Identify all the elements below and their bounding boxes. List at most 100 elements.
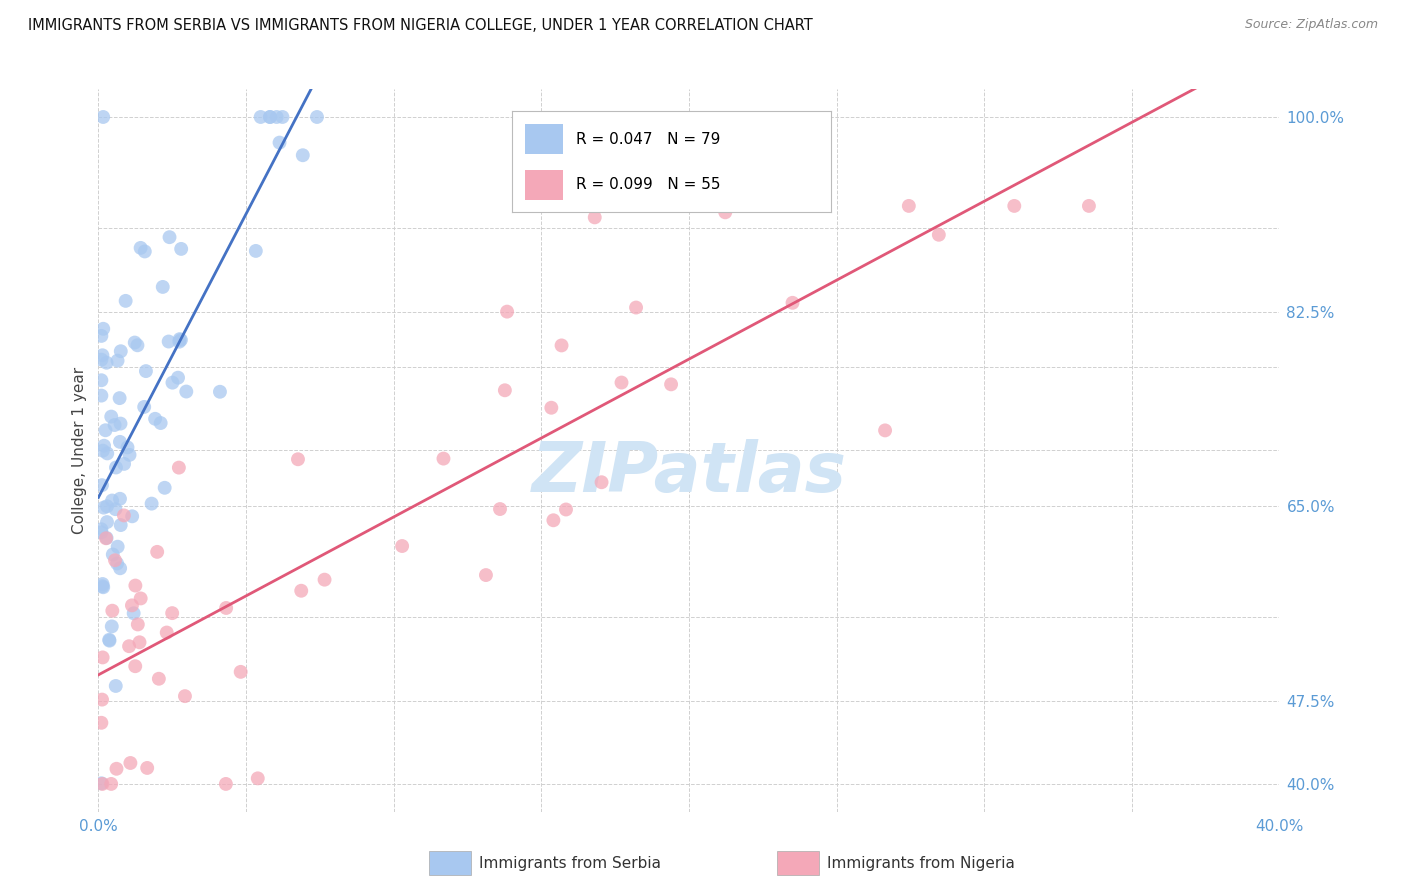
Point (90, 715, 112, 730)
Point (259, 110, 281, 124)
Point (659, 377, 682, 392)
Point (104, 460, 127, 475)
Point (105, 762, 128, 776)
Point (91, 650, 114, 665)
Point (305, 110, 328, 124)
Point (96, 446, 118, 460)
Text: ZIPatlas: ZIPatlas (531, 439, 846, 506)
Point (104, 553, 127, 567)
Point (124, 659, 146, 673)
Point (98, 633, 121, 648)
Point (141, 497, 163, 511)
Point (176, 384, 198, 399)
Point (101, 493, 124, 508)
Point (157, 334, 180, 349)
Point (120, 756, 142, 770)
Point (167, 460, 190, 475)
Point (162, 376, 184, 390)
Point (160, 606, 183, 620)
Point (170, 333, 193, 347)
Point (156, 625, 179, 640)
Point (314, 573, 336, 587)
Point (591, 475, 613, 490)
Point (91, 692, 114, 706)
Point (928, 227, 950, 242)
Point (112, 457, 135, 471)
Point (121, 599, 143, 613)
Point (101, 548, 124, 562)
Text: Immigrants from Serbia: Immigrants from Serbia (479, 855, 661, 871)
Point (624, 301, 647, 315)
Point (229, 665, 252, 679)
Y-axis label: College, Under 1 year: College, Under 1 year (72, 367, 87, 534)
Point (1077, 199, 1099, 213)
Text: IMMIGRANTS FROM SERBIA VS IMMIGRANTS FROM NIGERIA COLLEGE, UNDER 1 YEAR CORRELAT: IMMIGRANTS FROM SERBIA VS IMMIGRANTS FRO… (28, 18, 813, 33)
Point (124, 335, 146, 350)
Point (107, 353, 129, 368)
Point (129, 241, 152, 255)
Point (540, 401, 562, 415)
Point (496, 304, 519, 318)
Point (91, 322, 114, 336)
Point (108, 491, 131, 506)
Point (103, 417, 125, 432)
Point (117, 441, 139, 455)
Point (153, 481, 176, 495)
Point (127, 617, 149, 632)
Point (93, 500, 115, 515)
Point (146, 545, 169, 559)
Point (215, 601, 238, 615)
Point (124, 578, 146, 592)
Point (134, 244, 156, 259)
Point (550, 338, 572, 352)
Point (96, 515, 118, 529)
Point (104, 679, 127, 693)
Point (134, 400, 156, 414)
Point (543, 513, 565, 527)
Point (291, 148, 314, 162)
Point (169, 334, 191, 349)
Point (94, 531, 117, 545)
Point (90, 776, 112, 790)
Point (118, 448, 141, 462)
Point (93, 439, 115, 453)
Point (122, 607, 145, 621)
Point (610, 376, 633, 390)
Point (290, 583, 312, 598)
Point (108, 561, 131, 575)
Point (91, 348, 114, 362)
Point (121, 509, 143, 524)
Point (96, 500, 118, 514)
Point (91, 443, 114, 458)
Point (101, 604, 124, 618)
Point (112, 508, 135, 523)
Text: Immigrants from Nigeria: Immigrants from Nigeria (827, 855, 1015, 871)
Point (475, 568, 498, 582)
Point (127, 338, 149, 352)
Point (128, 635, 150, 649)
FancyBboxPatch shape (429, 851, 471, 875)
Point (90, 373, 112, 387)
Point (159, 230, 181, 244)
Point (90, 522, 112, 536)
Point (101, 619, 124, 633)
Point (96, 356, 118, 370)
Point (90, 329, 112, 343)
Point (269, 136, 291, 150)
Point (91, 110, 114, 124)
Point (432, 451, 454, 466)
Point (90, 525, 112, 540)
Point (107, 540, 129, 554)
Point (271, 110, 294, 124)
Point (170, 242, 193, 256)
Point (807, 199, 830, 213)
Point (91, 577, 114, 591)
Point (583, 211, 606, 225)
Point (287, 452, 309, 467)
Point (129, 591, 152, 606)
Point (245, 244, 267, 258)
Point (110, 518, 132, 533)
Point (108, 391, 131, 405)
Point (143, 412, 166, 426)
Point (91, 579, 114, 593)
